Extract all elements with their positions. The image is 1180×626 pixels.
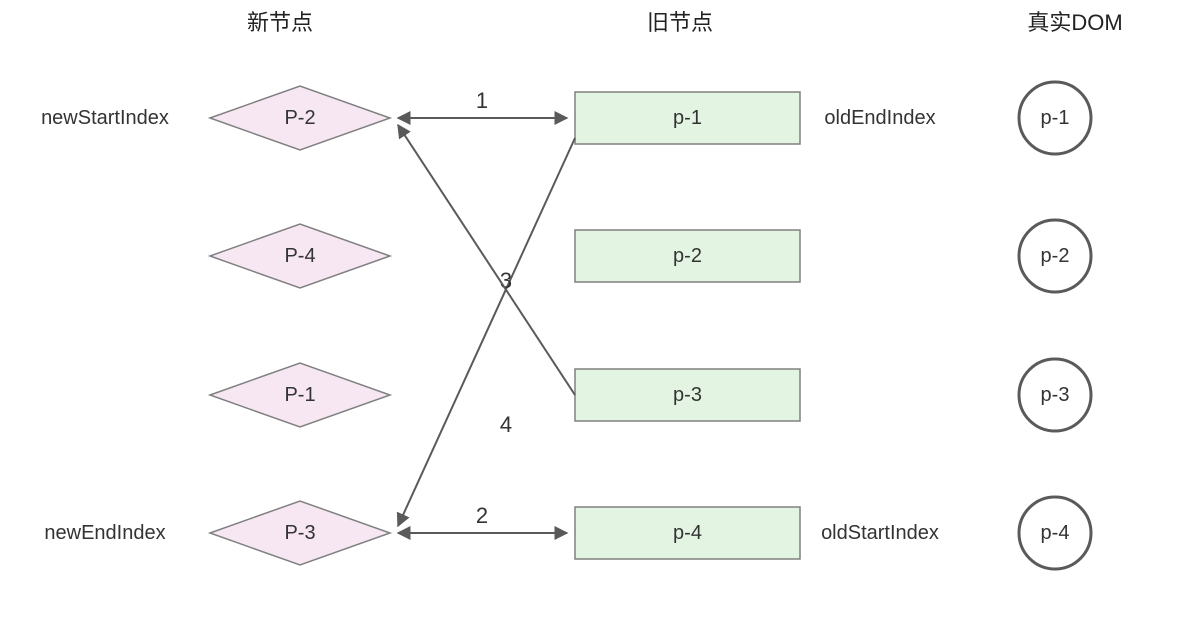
arrow-label: 2 xyxy=(476,503,488,528)
old-node-label: p-3 xyxy=(673,384,702,406)
new-node-d1: P-2 xyxy=(210,86,390,150)
arrow-a3: 3 xyxy=(398,138,575,526)
new-node-label: P-2 xyxy=(284,107,315,129)
index-label-newStart: newStartIndex xyxy=(41,107,169,129)
old-node-r4: p-4 xyxy=(575,507,800,559)
dom-node-label: p-1 xyxy=(1041,107,1070,129)
index-label-newEnd: newEndIndex xyxy=(44,522,165,544)
header-new: 新节点 xyxy=(247,10,313,35)
index-label-oldEnd: oldEndIndex xyxy=(824,107,935,129)
new-node-d2: P-4 xyxy=(210,224,390,288)
arrow-label: 1 xyxy=(476,88,488,113)
new-node-label: P-1 xyxy=(284,384,315,406)
old-node-label: p-2 xyxy=(673,245,702,267)
index-label-oldStart: oldStartIndex xyxy=(821,522,939,544)
diagram-canvas: 新节点 旧节点 真实DOM P-2 P-4 P-1 P-3 p-1 p-2 p-3 p-4 p-1 p-… xyxy=(0,0,1180,626)
old-node-label: p-4 xyxy=(673,522,702,544)
header-dom: 真实DOM xyxy=(1027,10,1122,35)
dom-node-label: p-2 xyxy=(1041,245,1070,267)
dom-node-c3: p-3 xyxy=(1019,359,1091,431)
arrow-label: 4 xyxy=(500,412,512,437)
arrow-a4: 4 xyxy=(398,125,575,437)
old-node-r3: p-3 xyxy=(575,369,800,421)
old-node-label: p-1 xyxy=(673,107,702,129)
header-old: 旧节点 xyxy=(647,10,713,35)
arrow-a2: 2 xyxy=(398,503,567,533)
old-node-r1: p-1 xyxy=(575,92,800,144)
dom-node-c1: p-1 xyxy=(1019,82,1091,154)
new-node-d3: P-1 xyxy=(210,363,390,427)
dom-node-c4: p-4 xyxy=(1019,497,1091,569)
dom-node-c2: p-2 xyxy=(1019,220,1091,292)
dom-node-label: p-4 xyxy=(1041,522,1070,544)
new-node-d4: P-3 xyxy=(210,501,390,565)
arrow-a1: 1 xyxy=(398,88,567,118)
dom-node-label: p-3 xyxy=(1041,384,1070,406)
new-node-label: P-4 xyxy=(284,245,315,267)
old-node-r2: p-2 xyxy=(575,230,800,282)
new-node-label: P-3 xyxy=(284,522,315,544)
